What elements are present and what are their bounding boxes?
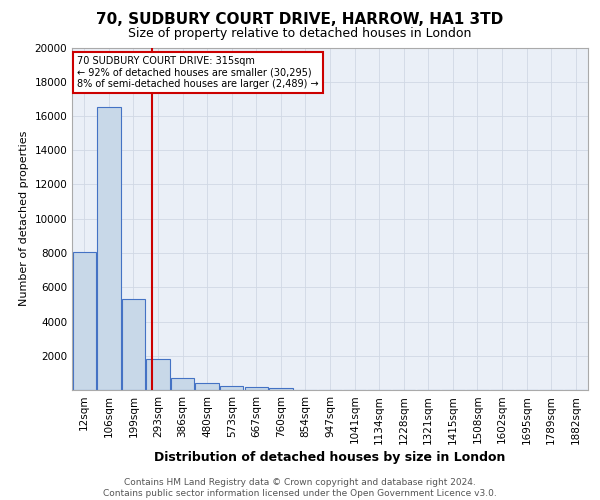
Text: 70, SUDBURY COURT DRIVE, HARROW, HA1 3TD: 70, SUDBURY COURT DRIVE, HARROW, HA1 3TD — [97, 12, 503, 28]
Bar — [97, 108, 121, 390]
Bar — [196, 384, 219, 390]
Text: 70 SUDBURY COURT DRIVE: 315sqm
← 92% of detached houses are smaller (30,295)
8% : 70 SUDBURY COURT DRIVE: 315sqm ← 92% of … — [77, 56, 319, 90]
Text: Size of property relative to detached houses in London: Size of property relative to detached ho… — [128, 28, 472, 40]
Bar — [220, 386, 244, 390]
Bar — [171, 378, 194, 390]
Bar — [146, 359, 170, 390]
Y-axis label: Number of detached properties: Number of detached properties — [19, 131, 29, 306]
Bar — [73, 252, 96, 390]
Bar — [245, 388, 268, 390]
Bar — [269, 388, 293, 390]
X-axis label: Distribution of detached houses by size in London: Distribution of detached houses by size … — [154, 450, 506, 464]
Bar — [122, 299, 145, 390]
Text: Contains HM Land Registry data © Crown copyright and database right 2024.
Contai: Contains HM Land Registry data © Crown c… — [103, 478, 497, 498]
